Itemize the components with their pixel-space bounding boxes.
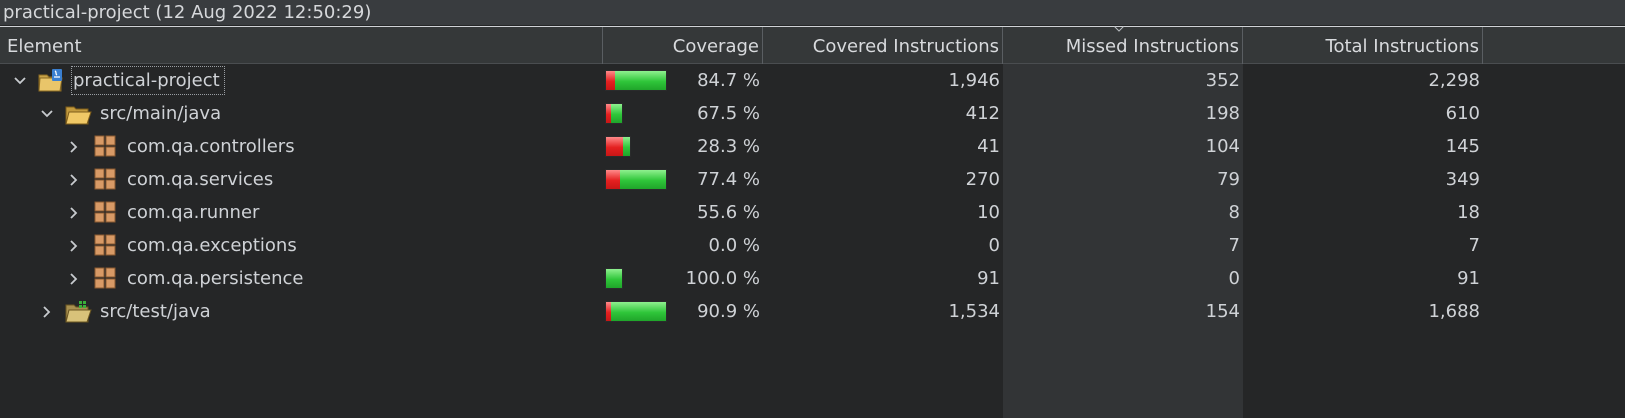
package-icon (91, 167, 119, 193)
covered-instructions-value: 1,946 (948, 70, 1000, 91)
chevron-right-icon[interactable] (40, 305, 54, 319)
coverage-value: 100.0 % (685, 268, 760, 289)
missed-instructions-value: 154 (1205, 301, 1240, 322)
missed-instructions-value: 7 (1228, 235, 1240, 256)
missed-instructions-value: 79 (1217, 169, 1240, 190)
element-name[interactable]: com.qa.persistence (127, 268, 304, 289)
package-icon (91, 134, 119, 160)
element-name[interactable]: practical-project (73, 70, 220, 91)
chevron-right-icon[interactable] (67, 206, 81, 220)
covered-instructions-value: 1,534 (948, 301, 1000, 322)
coverage-bar (605, 70, 667, 91)
total-instructions-value: 18 (1457, 202, 1480, 223)
element-name[interactable]: src/main/java (100, 103, 222, 124)
java-project-icon (37, 68, 65, 94)
coverage-bar-covered (623, 137, 630, 156)
column-header-element[interactable]: Element (0, 27, 603, 64)
coverage-value: 77.4 % (697, 169, 760, 190)
element-name[interactable]: src/test/java (100, 301, 211, 322)
chevron-right-icon[interactable] (67, 140, 81, 154)
sort-descending-icon (1114, 26, 1124, 32)
coverage-bar (605, 268, 623, 289)
element-name[interactable]: com.qa.exceptions (127, 235, 297, 256)
coverage-bar-covered (620, 170, 666, 189)
chevron-right-icon[interactable] (67, 239, 81, 253)
missed-instructions-value: 198 (1205, 103, 1240, 124)
package-icon (91, 200, 119, 226)
coverage-bar-missed (606, 71, 615, 90)
element-name[interactable]: com.qa.services (127, 169, 274, 190)
tree-row[interactable]: src/test/java 90.9 % 1,534 154 1,688 (0, 295, 1625, 328)
tree-row[interactable]: com.qa.controllers 28.3 % 41 104 145 (0, 130, 1625, 163)
tree-row[interactable]: com.qa.persistence 100.0 % 91 0 91 (0, 262, 1625, 295)
coverage-bar-missed (606, 302, 611, 321)
coverage-bar-covered (606, 269, 622, 288)
coverage-value: 0.0 % (708, 235, 760, 256)
coverage-value: 28.3 % (697, 136, 760, 157)
covered-instructions-value: 91 (977, 268, 1000, 289)
column-header-coverage[interactable]: Coverage (603, 27, 763, 64)
view-title: practical-project (12 Aug 2022 12:50:29) (0, 0, 1625, 25)
total-instructions-value: 349 (1445, 169, 1480, 190)
coverage-bar-covered (611, 104, 622, 123)
selection-focus-outline (71, 66, 225, 95)
missed-instructions-value: 0 (1228, 268, 1240, 289)
covered-instructions-value: 270 (965, 169, 1000, 190)
coverage-bar (605, 169, 667, 190)
total-instructions-value: 610 (1445, 103, 1480, 124)
tree-row[interactable]: practical-project 84.7 % 1,946 352 2,298 (0, 64, 1625, 97)
chevron-right-icon[interactable] (67, 173, 81, 187)
total-instructions-value: 2,298 (1428, 70, 1480, 91)
total-instructions-value: 1,688 (1428, 301, 1480, 322)
chevron-down-icon[interactable] (13, 74, 27, 88)
coverage-bar (605, 103, 623, 124)
package-icon (91, 233, 119, 259)
test-source-folder-icon (64, 299, 92, 325)
tree-row[interactable]: com.qa.services 77.4 % 270 79 349 (0, 163, 1625, 196)
sorted-column-highlight (1003, 64, 1243, 418)
covered-instructions-value: 41 (977, 136, 1000, 157)
missed-instructions-value: 104 (1205, 136, 1240, 157)
missed-instructions-value: 8 (1228, 202, 1240, 223)
total-instructions-value: 145 (1445, 136, 1480, 157)
coverage-bar (605, 136, 631, 157)
covered-instructions-value: 0 (988, 235, 1000, 256)
coverage-bar-missed (606, 137, 623, 156)
table-header: Element Coverage Covered Instructions Mi… (0, 26, 1625, 64)
coverage-bar-covered (611, 302, 666, 321)
column-header-filler (1483, 27, 1625, 64)
covered-instructions-value: 412 (965, 103, 1000, 124)
element-name[interactable]: com.qa.runner (127, 202, 260, 223)
tree-row[interactable]: com.qa.runner 55.6 % 10 8 18 (0, 196, 1625, 229)
coverage-bar-covered (615, 71, 666, 90)
total-instructions-value: 7 (1468, 235, 1480, 256)
chevron-down-icon[interactable] (40, 107, 54, 121)
column-header-covered-instructions[interactable]: Covered Instructions (763, 27, 1003, 64)
element-name[interactable]: com.qa.controllers (127, 136, 295, 157)
coverage-bar (605, 301, 667, 322)
missed-instructions-value: 352 (1205, 70, 1240, 91)
coverage-value: 84.7 % (697, 70, 760, 91)
total-instructions-value: 91 (1457, 268, 1480, 289)
coverage-value: 55.6 % (697, 202, 760, 223)
tree-row[interactable]: com.qa.exceptions 0.0 % 0 7 7 (0, 229, 1625, 262)
column-header-missed-instructions[interactable]: Missed Instructions (1003, 27, 1243, 64)
coverage-bar-missed (606, 104, 611, 123)
covered-instructions-value: 10 (977, 202, 1000, 223)
source-folder-icon (64, 101, 92, 127)
tree-row[interactable]: src/main/java 67.5 % 412 198 610 (0, 97, 1625, 130)
column-header-total-instructions[interactable]: Total Instructions (1243, 27, 1483, 64)
coverage-value: 90.9 % (697, 301, 760, 322)
coverage-value: 67.5 % (697, 103, 760, 124)
coverage-bar-missed (606, 170, 620, 189)
chevron-right-icon[interactable] (67, 272, 81, 286)
package-icon (91, 266, 119, 292)
